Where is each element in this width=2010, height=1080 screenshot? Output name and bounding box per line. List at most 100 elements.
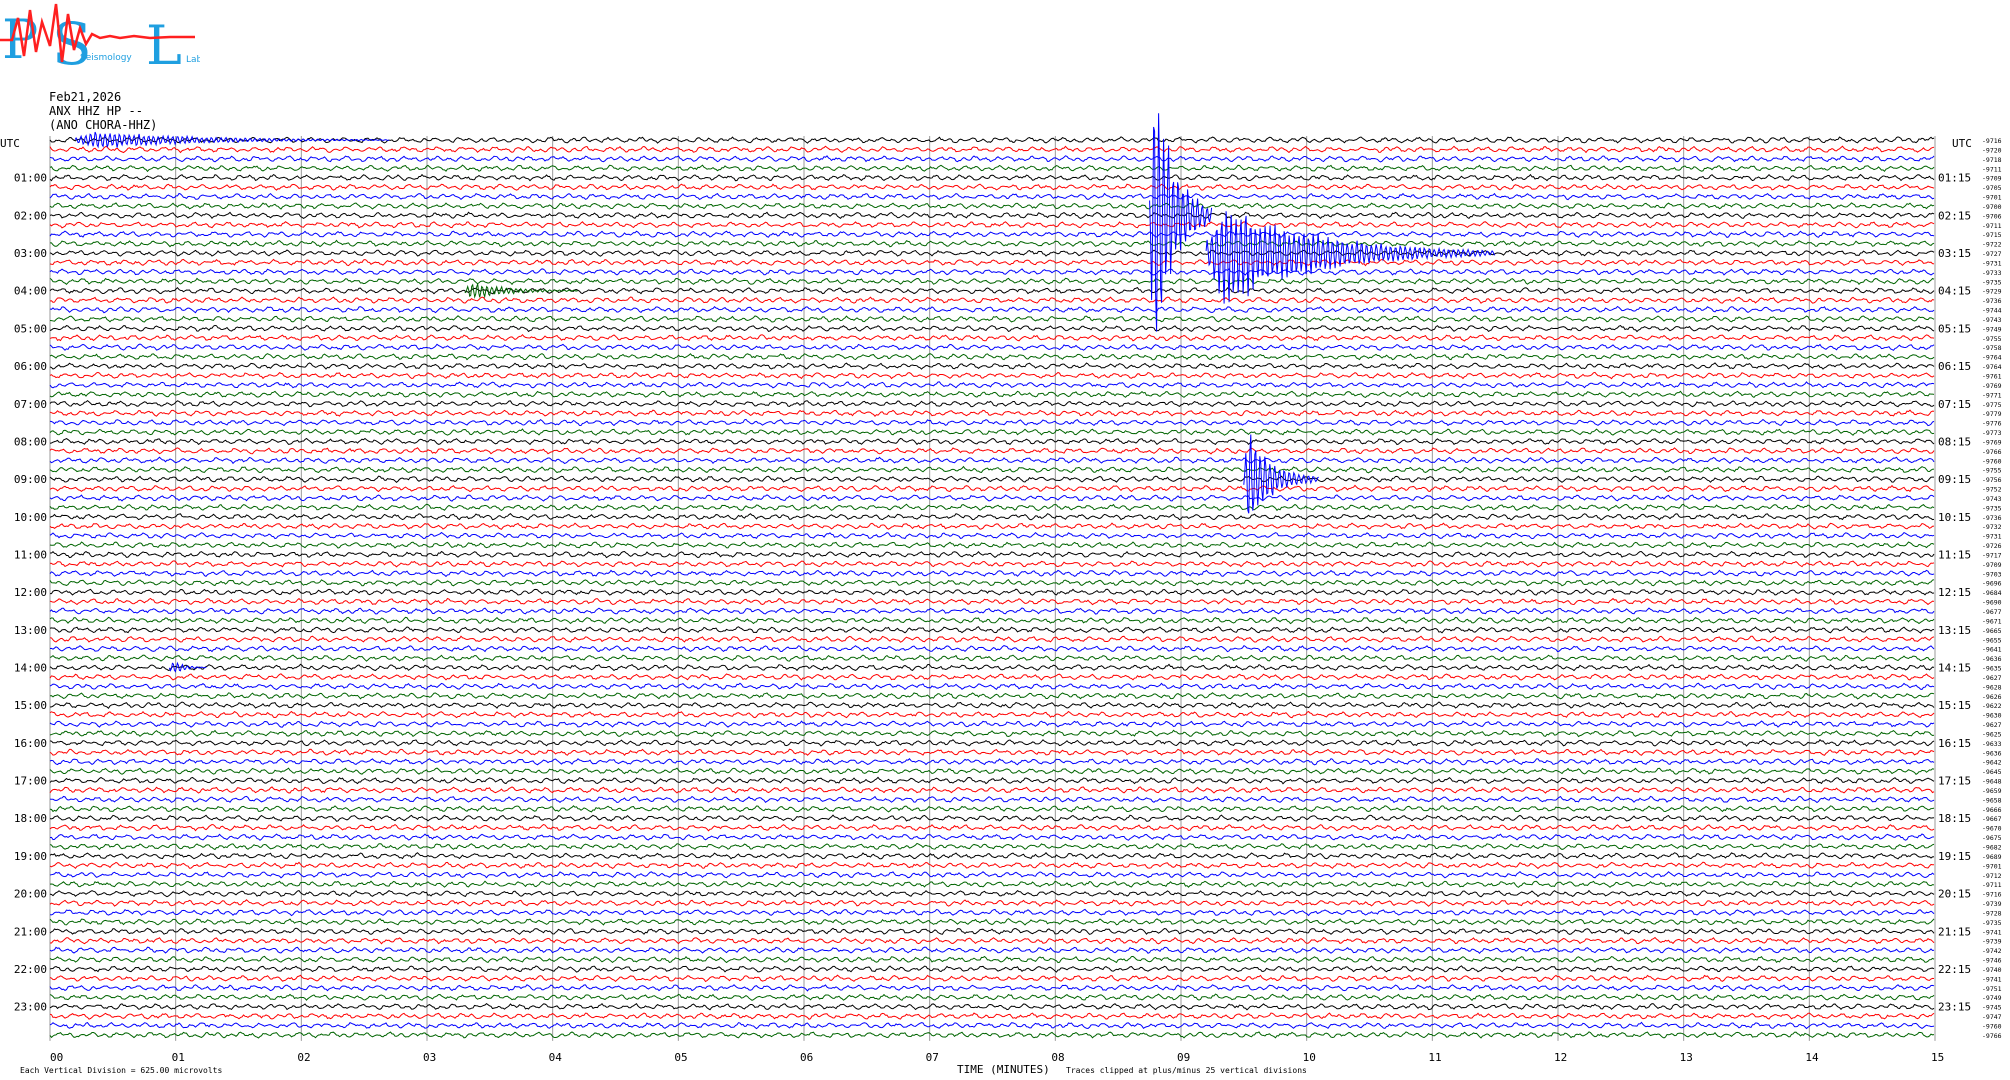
right-tick-label: 01:15 — [1938, 172, 1971, 185]
right-line-values: -9716-9720-9718-9711-9709-9705-9701-9700… — [1982, 137, 2002, 1040]
right-tick-label: 15:15 — [1938, 699, 1971, 712]
trace-line — [49, 663, 1935, 672]
right-line-value: -9677 — [1982, 608, 2002, 616]
x-tick-label: 09 — [1177, 1051, 1190, 1064]
right-tick-label: 17:15 — [1938, 775, 1971, 788]
right-line-value: -9670 — [1982, 825, 2002, 833]
right-line-value: -9636 — [1982, 749, 2002, 757]
right-line-value: -9665 — [1982, 627, 2002, 635]
right-line-value: -9735 — [1982, 278, 2002, 286]
event-waveform — [168, 661, 207, 673]
right-line-value: -9630 — [1982, 712, 2002, 720]
trace-line — [49, 164, 1935, 173]
trace-line — [49, 296, 1935, 304]
right-line-value: -9745 — [1982, 1004, 2002, 1012]
left-tick-label: 09:00 — [14, 473, 47, 486]
right-line-value: -9749 — [1982, 994, 2002, 1002]
trace-line — [49, 371, 1935, 380]
trace-line — [49, 362, 1935, 370]
right-line-value: -9728 — [1982, 909, 2002, 917]
x-tick-label: 04 — [549, 1051, 563, 1064]
trace-line — [49, 192, 1935, 201]
left-tick-label: 18:00 — [14, 812, 47, 825]
right-line-value: -9747 — [1982, 1013, 2002, 1021]
psl-logo: P S L Seismology Lab — [0, 3, 200, 70]
event-waveform — [1205, 211, 1496, 304]
right-line-value: -9696 — [1982, 580, 2002, 588]
right-line-value: -9766 — [1982, 1032, 2002, 1040]
right-tick-label: 11:15 — [1938, 548, 1971, 561]
right-line-value: -9655 — [1982, 636, 2002, 644]
footer-vertical-division: Each Vertical Division = 625.00 microvol… — [20, 1066, 222, 1075]
trace-line — [49, 701, 1935, 710]
trace-line — [49, 578, 1935, 587]
x-tick-label: 15 — [1931, 1051, 1944, 1064]
right-line-value: -9667 — [1982, 815, 2002, 823]
trace-line — [49, 155, 1935, 163]
x-tick-label: 02 — [297, 1051, 310, 1064]
logo-tagline-seismology: Seismology — [80, 53, 132, 63]
left-tick-label: 08:00 — [14, 435, 47, 448]
left-tick-label: 20:00 — [14, 888, 47, 901]
trace-line — [49, 814, 1935, 822]
footer-clip-note: Traces clipped at plus/minus 25 vertical… — [1066, 1066, 1307, 1075]
trace-line — [49, 409, 1935, 417]
trace-line — [49, 767, 1935, 775]
trace-line — [49, 654, 1935, 662]
trace-line — [49, 569, 1935, 578]
right-line-value: -9776 — [1982, 420, 2002, 428]
right-line-value: -9740 — [1982, 966, 2002, 974]
trace-line — [49, 635, 1935, 643]
right-line-value: -9712 — [1982, 872, 2002, 880]
event-waveform — [1149, 113, 1213, 332]
trace-line — [49, 277, 1935, 286]
right-line-value: -9700 — [1982, 203, 2002, 211]
right-line-value: -9716 — [1982, 891, 2002, 899]
logo-tagline-lab: Lab — [186, 55, 200, 65]
left-tick-label: 21:00 — [14, 925, 47, 938]
trace-line — [49, 993, 1935, 1002]
right-time-axis: 01:15 02:15 03:15 04:15 05:15 06:15 07:15 08:15… — [1938, 172, 1971, 1014]
right-line-value: -9682 — [1982, 844, 2002, 852]
right-tick-label: 02:15 — [1938, 209, 1971, 222]
right-line-value: -9751 — [1982, 985, 2002, 993]
trace-line — [49, 786, 1935, 794]
trace-line — [49, 484, 1935, 493]
right-tick-label: 13:15 — [1938, 624, 1971, 637]
trace-line — [49, 400, 1935, 408]
right-line-value: -9627 — [1982, 674, 2002, 682]
right-line-value: -9720 — [1982, 146, 2002, 154]
x-tick-label: 13 — [1680, 1051, 1693, 1064]
trace-line — [49, 550, 1935, 559]
right-line-value: -9756 — [1982, 476, 2002, 484]
right-line-value: -9760 — [1982, 457, 2002, 465]
trace-line — [49, 823, 1935, 832]
trace-line — [49, 757, 1935, 766]
right-line-value: -9755 — [1982, 335, 2002, 343]
trace-line — [49, 776, 1935, 785]
trace-line — [49, 315, 1935, 323]
x-tick-label: 10 — [1303, 1051, 1316, 1064]
right-tick-label: 07:15 — [1938, 398, 1971, 411]
trace-line — [49, 447, 1935, 455]
trace-line — [49, 465, 1935, 474]
left-tick-label: 17:00 — [14, 775, 47, 788]
trace-line — [49, 211, 1935, 220]
trace-line — [49, 541, 1935, 549]
right-line-value: -9675 — [1982, 834, 2002, 842]
trace-line — [49, 795, 1935, 804]
right-tick-label: 03:15 — [1938, 247, 1971, 260]
trace-line — [49, 286, 1935, 295]
trace-line — [49, 974, 1935, 983]
right-line-value: -9666 — [1982, 806, 2002, 814]
right-line-value: -9636 — [1982, 655, 2002, 663]
x-tick-label: 08 — [1051, 1051, 1064, 1064]
left-tick-label: 06:00 — [14, 360, 47, 373]
seismic-traces — [49, 136, 1935, 1039]
left-tick-label: 07:00 — [14, 398, 47, 411]
logo-waveform — [0, 3, 195, 63]
trace-line — [49, 381, 1935, 389]
x-tick-label: 11 — [1428, 1051, 1441, 1064]
trace-line — [49, 305, 1935, 314]
right-line-value: -9641 — [1982, 646, 2002, 654]
